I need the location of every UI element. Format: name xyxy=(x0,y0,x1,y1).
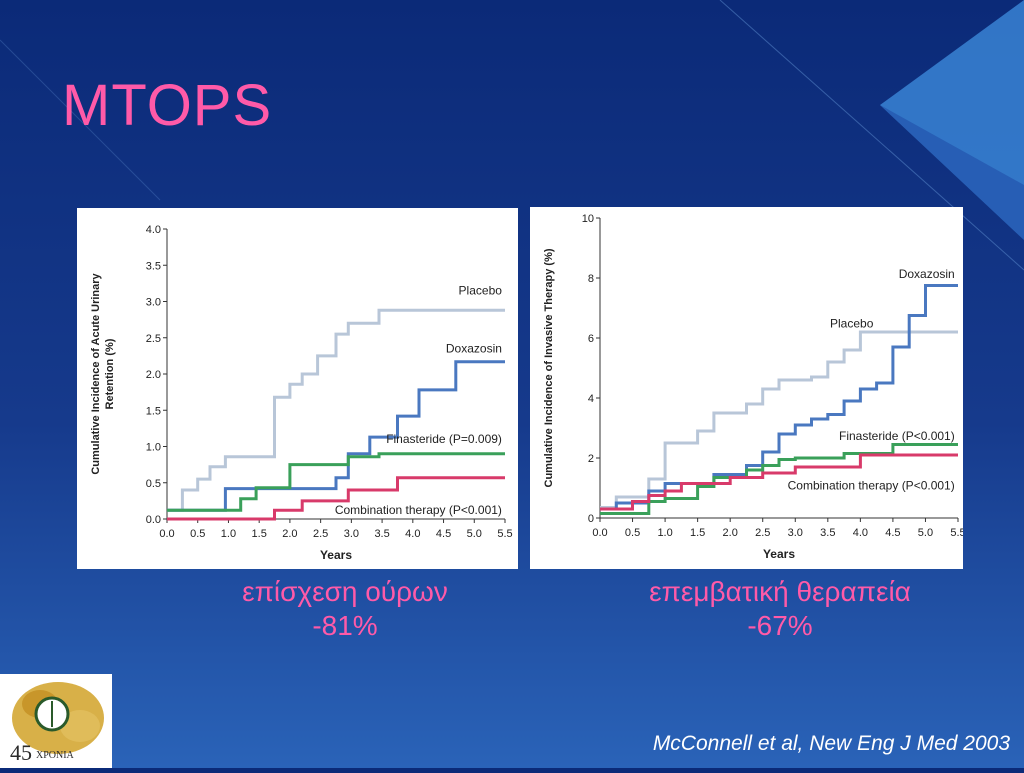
chart0-x-tick-label: 1.0 xyxy=(221,528,236,540)
chart1-x-tick-label: 4.5 xyxy=(885,527,900,539)
chart0-y-tick-label: 0.0 xyxy=(146,514,161,526)
chart-urinary-retention: 0.0 0.5 1.0 1.5 2.0 2.5 3.0 3.5 4.0 0.0 0.5 1.0 1.5 2… xyxy=(90,224,513,562)
chart1-label-combination: Combination therapy (P<0.001) xyxy=(788,479,955,493)
chart0-y-tick-label: 1.5 xyxy=(146,405,161,417)
chart0-series-combination xyxy=(167,476,505,521)
chart0-series-finasteride xyxy=(167,452,505,512)
logo-number: 45 xyxy=(10,740,32,765)
chart-panel-urinary-retention: 0.0 0.5 1.0 1.5 2.0 2.5 3.0 3.5 4.0 0.0 0.5 1.0 1.5 2… xyxy=(77,208,518,569)
chart1-x-tick-label: 0.0 xyxy=(592,527,607,539)
caption-left-line1: επίσχεση ούρων xyxy=(242,576,448,607)
chart1-x-tick-label: 3.0 xyxy=(788,527,803,539)
chart1-y-tick-label: 0 xyxy=(588,513,594,525)
chart1-x-tick-label: 5.5 xyxy=(950,527,963,539)
chart1-series-finasteride xyxy=(600,443,958,515)
chart1-label-placebo: Placebo xyxy=(830,317,874,331)
chart0-y-axis-label-line2: Retention (%) xyxy=(104,338,116,409)
chart0-y-tick-label: 1.0 xyxy=(146,442,161,454)
chart1-y-tick-label: 8 xyxy=(588,273,594,285)
chart0-x-tick-label: 5.0 xyxy=(467,528,482,540)
chart1-x-tick-label: 5.0 xyxy=(918,527,933,539)
chart1-y-axis-label: Cumulative Incidence of Invasive Therapy… xyxy=(543,248,555,487)
chart1-x-tick-label: 1.5 xyxy=(690,527,705,539)
chart0-y-tick-label: 2.5 xyxy=(146,333,161,345)
chart0-y-axis-label-line1: Cumulative Incidence of Acute Urinary xyxy=(90,272,102,474)
logo-emblem-icon: 45 ΧΡΟΝΙΑ xyxy=(10,682,104,765)
chart0-x-tick-label: 2.0 xyxy=(282,528,297,540)
anniversary-logo: 45 ΧΡΟΝΙΑ xyxy=(0,674,112,768)
chart1-label-doxazosin: Doxazosin xyxy=(899,267,955,281)
chart0-series-placebo xyxy=(167,308,505,512)
chart0-label-placebo: Placebo xyxy=(459,283,503,297)
chart1-series-combination xyxy=(600,453,958,511)
chart0-y-tick-label: 4.0 xyxy=(146,224,161,236)
chart1-label-finasteride: Finasteride (P<0.001) xyxy=(839,429,955,443)
chart1-series-doxazosin xyxy=(600,284,958,511)
caption-right-line1: επεμβατική θεραπεία xyxy=(649,576,911,607)
chart0-label-doxazosin: Doxazosin xyxy=(446,341,502,355)
citation: McConnell et al, New Eng J Med 2003 xyxy=(652,732,1010,755)
chart0-x-tick-label: 5.5 xyxy=(497,528,512,540)
chart1-x-tick-label: 2.5 xyxy=(755,527,770,539)
chart0-label-combination: Combination therapy (P<0.001) xyxy=(335,503,502,517)
chart0-y-tick-label: 2.0 xyxy=(146,369,161,381)
chart0-y-tick-label: 3.0 xyxy=(146,297,161,309)
caption-urinary-retention: επίσχεση ούρων -81% xyxy=(180,575,510,643)
chart0-y-axis-label: Cumulative Incidence of Acute Urinary Ret… xyxy=(90,272,116,474)
chart1-x-tick-label: 3.5 xyxy=(820,527,835,539)
chart-invasive-therapy: 0 2 4 6 8 10 0.0 0.5 1.0 1.5 2.0 2.5 3.0 3.5 4.0 4.5 5.0… xyxy=(543,213,963,561)
chart1-x-axis-label: Years xyxy=(763,547,795,561)
chart1-y-tick-label: 4 xyxy=(588,393,594,405)
chart1-x-tick-label: 1.0 xyxy=(657,527,672,539)
chart0-x-tick-label: 0.5 xyxy=(190,528,205,540)
chart0-x-tick-label: 3.5 xyxy=(374,528,389,540)
chart0-x-tick-label: 1.5 xyxy=(252,528,267,540)
caption-invasive-therapy: επεμβατική θεραπεία -67% xyxy=(585,575,975,643)
chart1-x-tick-label: 2.0 xyxy=(723,527,738,539)
chart0-x-tick-label: 3.0 xyxy=(344,528,359,540)
caption-left-line2: -81% xyxy=(312,610,378,641)
chart1-y-tick-label: 6 xyxy=(588,333,594,345)
chart0-label-finasteride: Finasteride (P=0.009) xyxy=(386,432,502,446)
logo-subtext: ΧΡΟΝΙΑ xyxy=(36,750,75,761)
chart1-y-tick-label: 2 xyxy=(588,453,594,465)
chart-panel-invasive-therapy: 0 2 4 6 8 10 0.0 0.5 1.0 1.5 2.0 2.5 3.0 3.5 4.0 4.5 5.0… xyxy=(530,207,963,569)
chart0-x-tick-label: 4.5 xyxy=(436,528,451,540)
chart0-x-axis-label: Years xyxy=(320,548,352,562)
chart0-y-tick-label: 0.5 xyxy=(146,478,161,490)
caption-right-line2: -67% xyxy=(747,610,813,641)
chart0-y-tick-label: 3.5 xyxy=(146,260,161,272)
chart1-series-placebo xyxy=(600,330,958,509)
chart0-x-tick-label: 2.5 xyxy=(313,528,328,540)
chart1-x-tick-label: 4.0 xyxy=(853,527,868,539)
chart0-x-tick-label: 4.0 xyxy=(405,528,420,540)
chart0-x-tick-label: 0.0 xyxy=(159,528,174,540)
chart1-x-tick-label: 0.5 xyxy=(625,527,640,539)
slide-title: MTOPS xyxy=(62,73,273,138)
chart1-y-tick-label: 10 xyxy=(582,213,594,225)
